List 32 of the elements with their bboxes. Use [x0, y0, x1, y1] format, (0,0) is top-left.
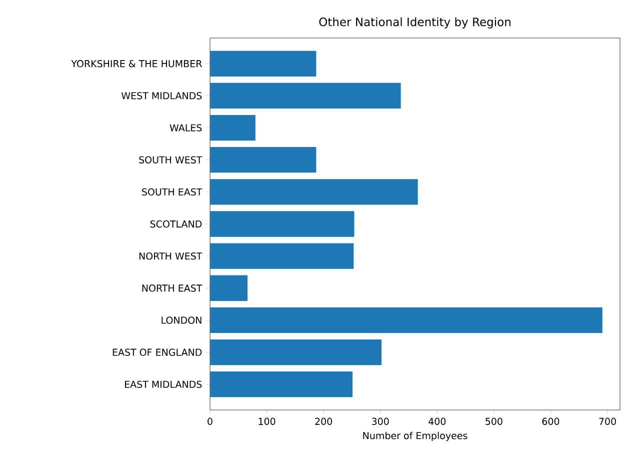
bar — [210, 147, 316, 173]
x-tick-label: 200 — [315, 418, 332, 425]
x-tick-label: 0 — [208, 418, 212, 425]
bar — [210, 50, 316, 76]
x-tick-label: 500 — [486, 418, 502, 425]
y-tick-label: EAST MIDLANDS — [125, 380, 202, 388]
bar — [210, 179, 418, 205]
x-tick-label: 700 — [599, 418, 616, 425]
x-tick-label: 100 — [258, 418, 276, 425]
bar — [210, 275, 248, 301]
y-tick-label: SOUTH EAST — [142, 188, 202, 196]
y-tick-label: NORTH WEST — [139, 252, 202, 260]
x-tick-label: 600 — [542, 418, 560, 425]
bar — [210, 114, 256, 141]
bar — [210, 339, 382, 366]
bar — [210, 307, 602, 334]
y-tick-label: LONDON — [162, 316, 202, 324]
bar — [210, 243, 354, 269]
x-axis-title: Number of Employees — [363, 432, 468, 442]
y-tick-label: WALES — [170, 124, 202, 132]
x-tick-label: 400 — [428, 418, 446, 425]
y-tick-label: WEST MIDLANDS — [121, 92, 202, 100]
y-tick-label: YORKSHIRE & THE HUMBER — [71, 60, 202, 68]
bar — [210, 211, 354, 237]
bar — [210, 372, 353, 398]
y-tick-label: NORTH EAST — [142, 284, 202, 292]
y-tick-label: SOUTH WEST — [139, 156, 202, 164]
chart-title: Other National Identity by Region — [319, 17, 510, 28]
y-tick-label: SCOTLAND — [150, 220, 202, 228]
y-tick-label: EAST OF ENGLAND — [112, 348, 202, 356]
bar — [210, 82, 401, 109]
x-tick-label: 300 — [372, 418, 389, 425]
